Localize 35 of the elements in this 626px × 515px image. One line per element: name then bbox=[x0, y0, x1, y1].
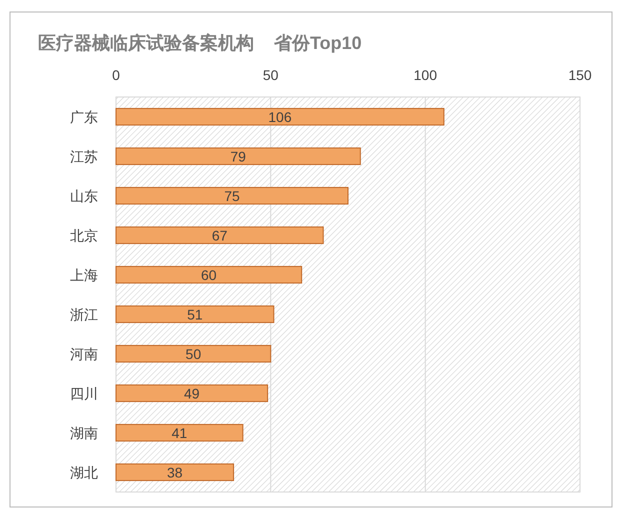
data-label: 106 bbox=[268, 108, 292, 125]
x-tick-label: 150 bbox=[568, 67, 592, 83]
data-label: 60 bbox=[201, 266, 217, 283]
bar bbox=[116, 266, 302, 284]
bar bbox=[116, 108, 444, 126]
x-tick-label: 50 bbox=[262, 67, 279, 83]
data-label: 50 bbox=[186, 346, 202, 362]
data-label: 75 bbox=[224, 188, 240, 204]
bar bbox=[116, 463, 234, 482]
data-label: 79 bbox=[230, 148, 246, 164]
x-tick-label: 100 bbox=[414, 67, 438, 83]
y-tick-label: 北京 bbox=[70, 227, 98, 244]
y-tick-label: 河南 bbox=[70, 346, 98, 362]
bar bbox=[116, 305, 274, 324]
bar bbox=[116, 384, 268, 402]
y-tick-label: 四川 bbox=[70, 385, 98, 402]
y-tick-label: 湖北 bbox=[70, 464, 98, 480]
bar bbox=[116, 424, 244, 442]
chart-title: 医疗器械临床试验备案机构 省份Top10 bbox=[38, 33, 362, 53]
y-tick-label: 湖南 bbox=[70, 424, 98, 441]
bar bbox=[116, 344, 272, 363]
bar bbox=[116, 186, 348, 205]
data-label: 49 bbox=[184, 385, 200, 402]
data-label: 67 bbox=[212, 227, 228, 244]
data-label: 41 bbox=[172, 424, 188, 441]
data-label: 51 bbox=[187, 306, 203, 322]
y-tick-label: 山东 bbox=[70, 188, 98, 204]
y-tick-label: 浙江 bbox=[70, 306, 98, 322]
y-tick-label: 上海 bbox=[70, 266, 98, 283]
bar bbox=[116, 226, 324, 244]
y-tick-label: 广东 bbox=[70, 108, 98, 125]
data-label: 38 bbox=[166, 464, 183, 480]
x-tick-label: 0 bbox=[112, 67, 120, 83]
bar bbox=[116, 147, 361, 166]
y-tick-label: 江苏 bbox=[70, 148, 98, 164]
